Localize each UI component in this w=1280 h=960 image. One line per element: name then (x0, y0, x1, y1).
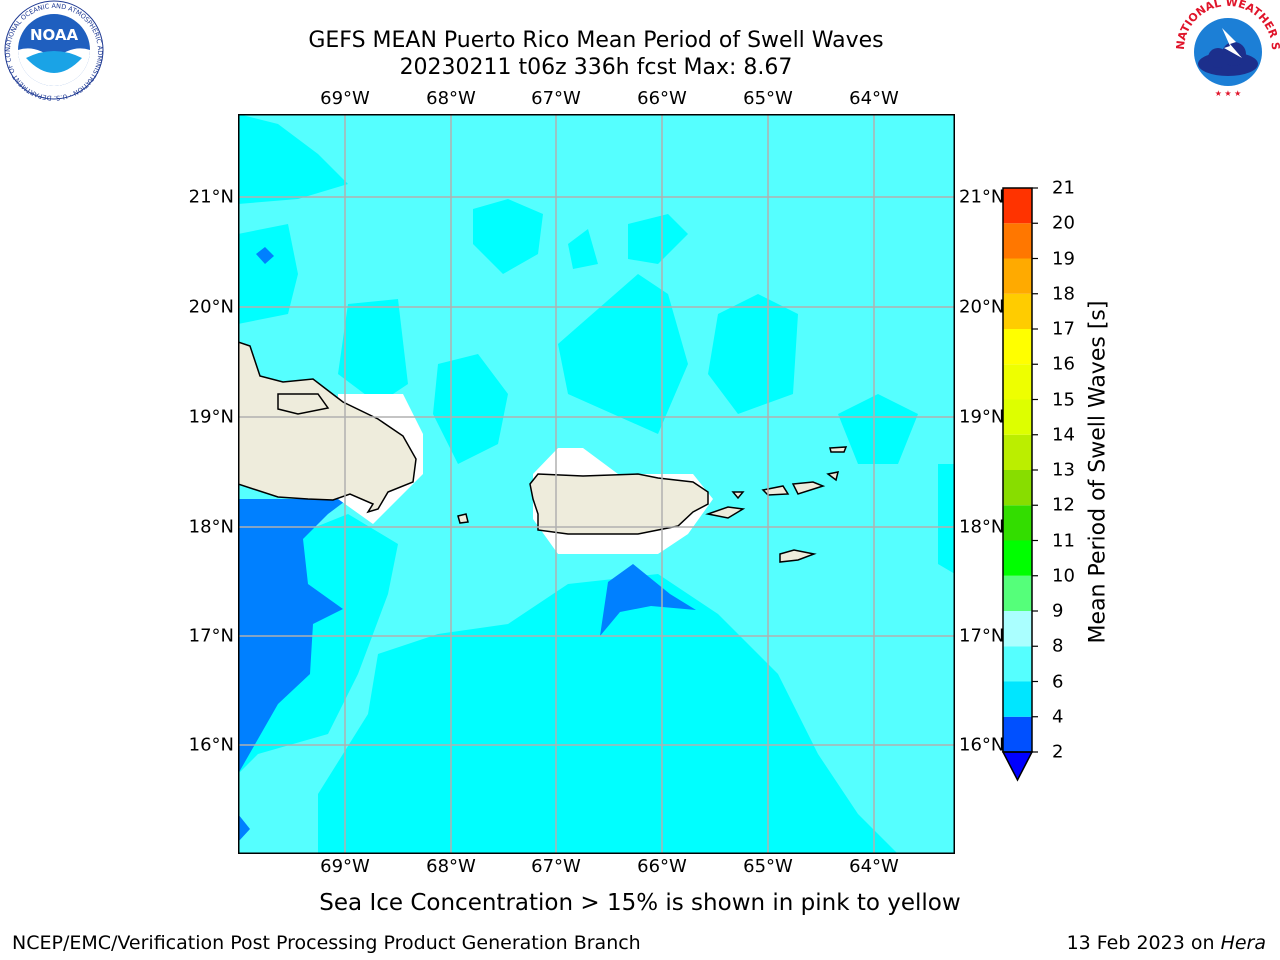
colorbar-segment (1003, 470, 1032, 506)
colorbar-segment (1003, 505, 1032, 541)
colorbar-tick-label: 6 (1052, 671, 1064, 692)
colorbar-tick-label: 2 (1052, 741, 1064, 763)
colorbar-title: Mean Period of Swell Waves [s] (1085, 300, 1111, 644)
colorbar-segment (1003, 716, 1032, 752)
lat-label-left: 19°N (188, 406, 234, 428)
lat-label-right: 19°N (959, 406, 1005, 428)
colorbar-tick-label: 19 (1052, 248, 1075, 269)
colorbar-tick-label: 17 (1052, 318, 1075, 340)
lat-label-left: 21°N (188, 186, 234, 208)
map-panel (238, 114, 955, 854)
colorbar-segment (1003, 258, 1032, 294)
colorbar-segment (1003, 223, 1032, 259)
noaa-logo: NATIONAL OCEANIC AND ATMOSPHERIC ADMINIS… (2, 0, 104, 102)
lat-label-left: 17°N (188, 625, 234, 647)
lat-label-right: 16°N (959, 734, 1005, 756)
lon-label-top: 69°W (320, 88, 370, 109)
colorbar-segment (1003, 646, 1032, 682)
colorbar-tick-label: 12 (1052, 494, 1075, 516)
lat-label-right: 20°N (959, 296, 1005, 318)
colorbar-tick-label: 4 (1052, 706, 1064, 728)
colorbar-tick-label: 8 (1052, 635, 1064, 657)
lon-label-top: 65°W (743, 88, 793, 109)
colorbar-tick-label: 15 (1052, 389, 1075, 410)
noaa-text: NOAA (30, 26, 79, 44)
colorbar-segment (1003, 540, 1032, 576)
lat-label-left: 16°N (188, 734, 234, 756)
colorbar-segment (1003, 681, 1032, 717)
chart-title-line1: GEFS MEAN Puerto Rico Mean Period of Swe… (308, 28, 884, 53)
lon-label-top: 66°W (637, 88, 687, 109)
lon-label-bottom: 64°W (849, 856, 899, 877)
colorbar-tick-label: 13 (1052, 459, 1075, 481)
lat-label-left: 18°N (188, 516, 234, 538)
colorbar-segment (1003, 575, 1032, 611)
lon-label-bottom: 69°W (320, 856, 370, 877)
lat-label-left: 20°N (188, 296, 234, 318)
footer-branch: NCEP/EMC/Verification Post Processing Pr… (12, 932, 641, 954)
colorbar-tick-label: 14 (1052, 424, 1075, 446)
lon-label-top: 64°W (849, 88, 899, 109)
lon-label-bottom: 66°W (637, 856, 687, 877)
colorbar-under-arrow (1001, 751, 1034, 782)
colorbar-tick-label: 18 (1052, 283, 1075, 305)
lat-label-right: 18°N (959, 516, 1005, 538)
nws-logo: NATIONAL WEATHER SERVICE ★ ★ ★ (1176, 0, 1280, 98)
footer-date-text: 13 Feb 2023 on (1066, 932, 1221, 954)
colorbar-tick-label: 21 (1052, 177, 1075, 199)
colorbar-segment (1003, 364, 1032, 400)
colorbar-tick-label: 9 (1052, 600, 1064, 622)
lon-label-bottom: 67°W (531, 856, 581, 877)
sea-ice-note: Sea Ice Concentration > 15% is shown in … (319, 890, 961, 916)
lon-label-bottom: 65°W (743, 856, 793, 877)
map-grid (238, 114, 955, 854)
land-areas (238, 341, 848, 563)
colorbar-tick-label: 20 (1052, 212, 1075, 234)
colorbar-segment (1003, 188, 1032, 224)
chart-title-line2: 20230211 t06z 336h fcst Max: 8.67 (399, 55, 793, 80)
lat-label-right: 21°N (959, 186, 1005, 208)
lon-label-top: 67°W (531, 88, 581, 109)
colorbar-tick-label: 11 (1052, 530, 1075, 551)
colorbar-segment (1003, 399, 1032, 435)
colorbar-segment (1003, 434, 1032, 470)
colorbar-segment (1003, 329, 1032, 365)
colorbar-segment (1003, 293, 1032, 329)
lon-label-bottom: 68°W (426, 856, 476, 877)
lat-label-right: 17°N (959, 625, 1005, 647)
colorbar-segment (1003, 611, 1032, 647)
colorbar-tick-label: 10 (1052, 565, 1075, 587)
colorbar-tick-label: 16 (1052, 353, 1075, 375)
colorbar (1001, 187, 1038, 782)
lon-label-top: 68°W (426, 88, 476, 109)
footer-date: 13 Feb 2023 on Hera (1067, 932, 1266, 954)
svg-text:★ ★ ★: ★ ★ ★ (1215, 89, 1242, 98)
footer-host: Hera (1220, 932, 1266, 954)
